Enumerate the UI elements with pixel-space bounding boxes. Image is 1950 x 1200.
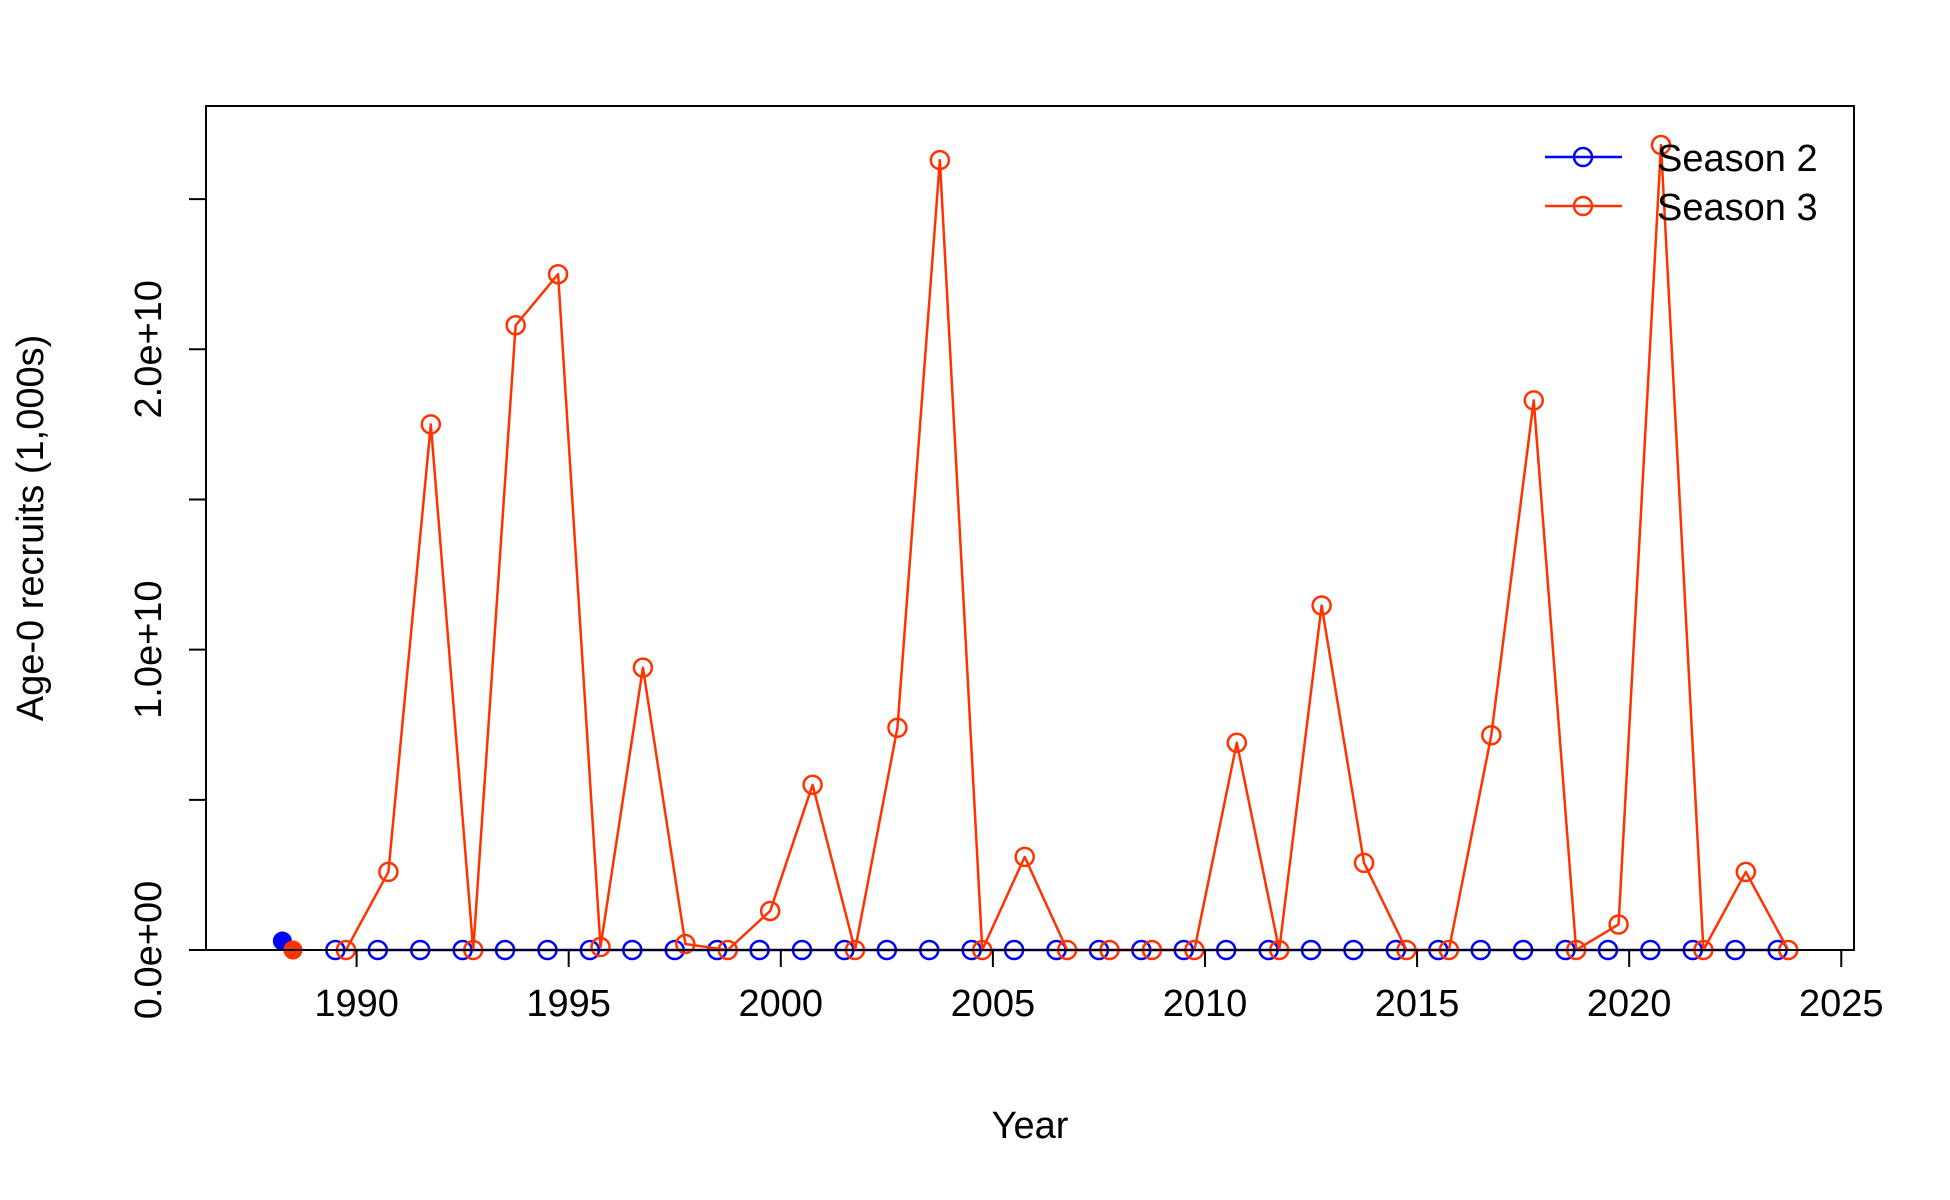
x-axis-label: Year [992, 1105, 1069, 1147]
data-point [1226, 732, 1248, 754]
data-point [547, 263, 569, 285]
x-tick-label: 1995 [526, 983, 611, 1025]
x-tick-label: 2020 [1587, 983, 1672, 1025]
data-point [887, 717, 908, 738]
data-point [1481, 724, 1502, 746]
y-tick-label: 1.0e+10 [128, 580, 170, 718]
legend-marker-season-3 [1572, 195, 1594, 217]
y-tick-label: 0.0e+00 [128, 881, 170, 1019]
x-tick-label: 1990 [314, 983, 399, 1025]
x-tick-label: 2000 [739, 983, 824, 1025]
data-point [420, 414, 442, 435]
legend: Season 2 Season 3 [1545, 138, 1818, 229]
data-point [632, 657, 654, 678]
y-axis: 0.0e+00 1.0e+10 2.0e+10 [128, 198, 207, 1019]
data-point [675, 933, 696, 955]
y-tick-label: 2.0e+10 [128, 280, 170, 418]
data-point [378, 861, 399, 883]
data-point [1650, 134, 1672, 156]
data-point [802, 774, 823, 796]
data-point [1311, 595, 1332, 616]
data-point [590, 936, 611, 958]
data-point [759, 900, 781, 922]
data-point [1353, 852, 1375, 874]
data-point [929, 149, 951, 171]
y-axis-label: Age-0 recruits (1,000s) [10, 335, 52, 722]
data-point [1014, 846, 1035, 868]
x-tick-label: 2015 [1375, 983, 1460, 1025]
legend-label-season-2: Season 2 [1657, 138, 1818, 180]
data-point [1608, 914, 1629, 935]
x-tick-label: 2005 [951, 983, 1036, 1025]
data-point [1523, 390, 1544, 411]
x-tick-label: 2025 [1799, 983, 1884, 1025]
x-tick-label: 2010 [1163, 983, 1248, 1025]
legend-marker-season-2 [1572, 146, 1594, 168]
x-axis: 1990 1995 2000 2005 2010 2015 2020 2025 [314, 949, 1884, 1025]
data-point [505, 315, 526, 336]
data-point [1735, 861, 1757, 883]
legend-label-season-3: Season 3 [1657, 187, 1818, 229]
